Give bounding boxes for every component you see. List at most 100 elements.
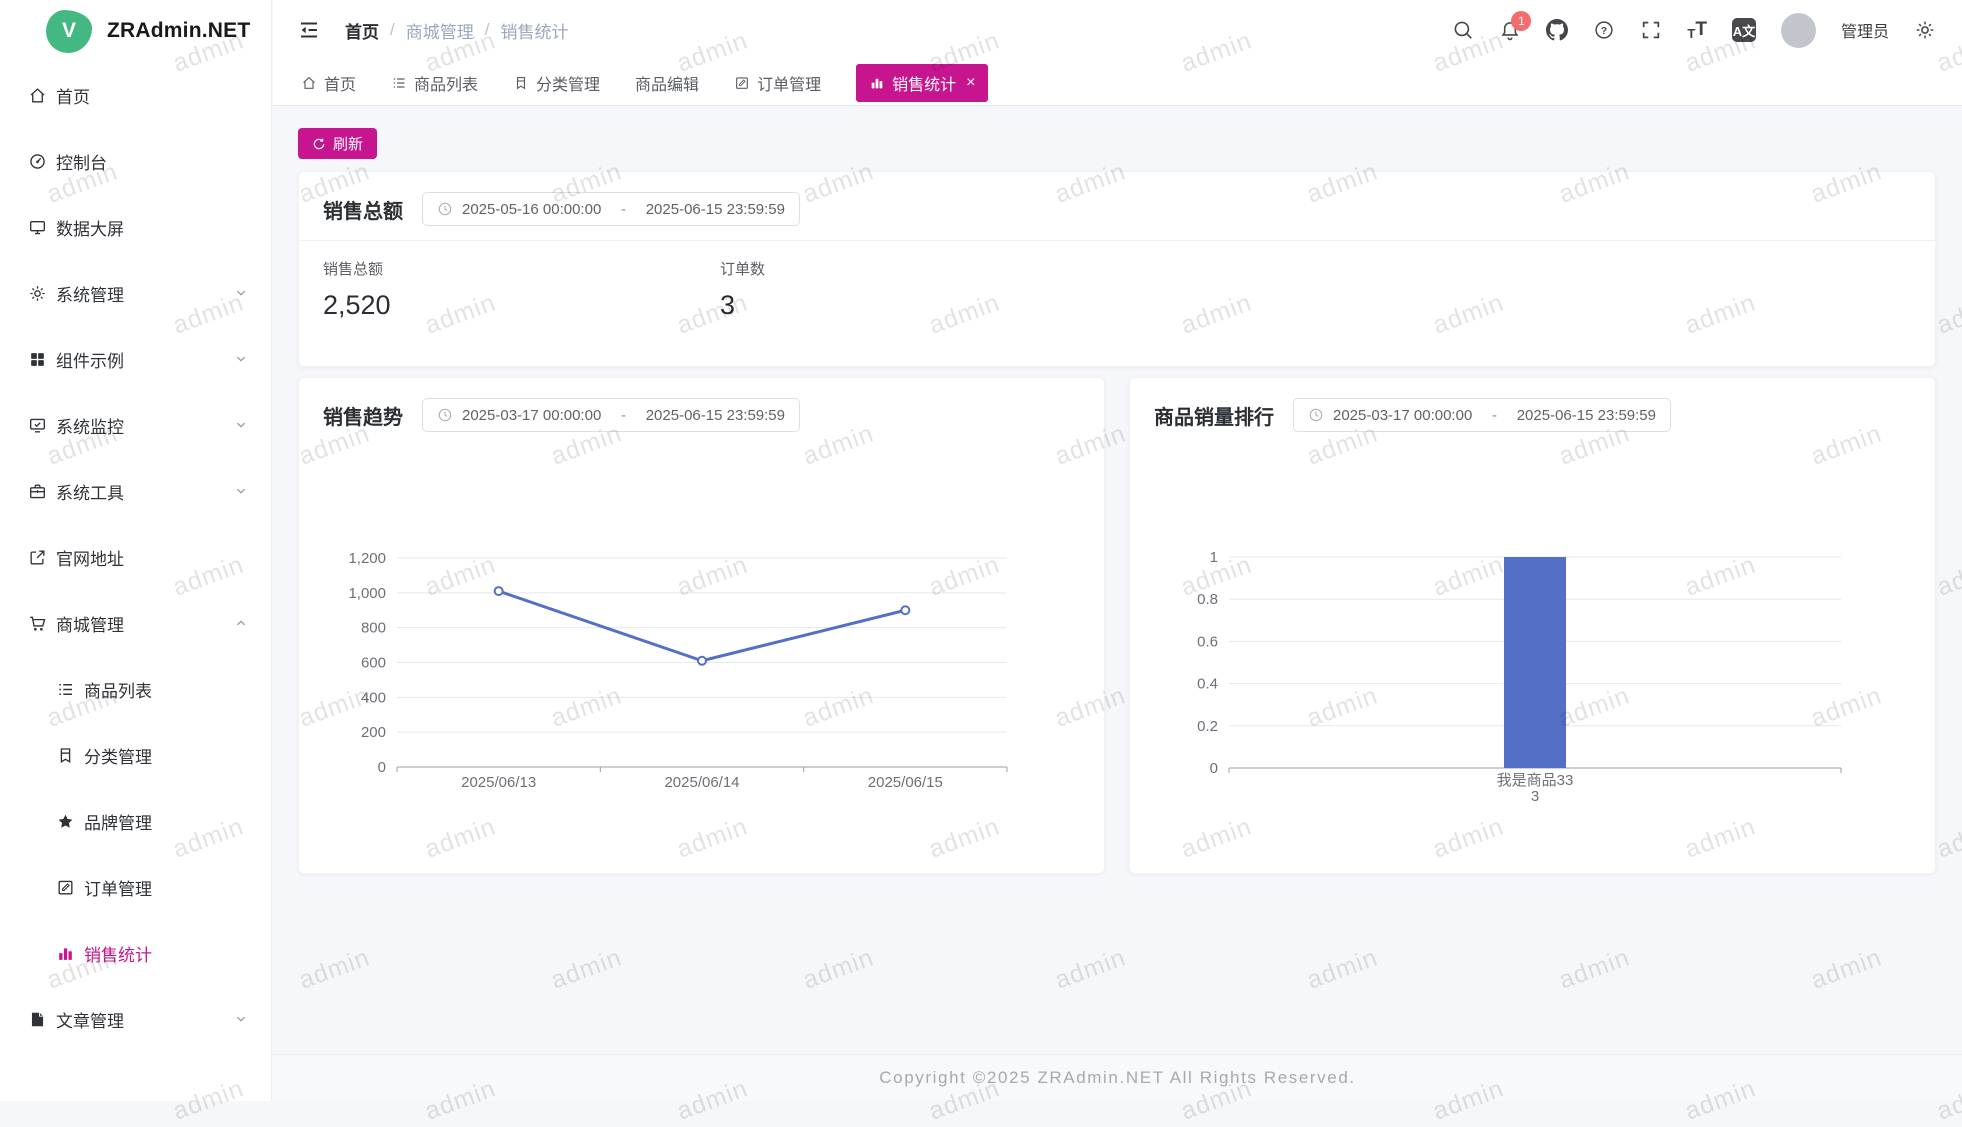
- product-rank-card: 0 0.2 0.4 0.6 0.8 1 我是商品33 3 商品销量排行 2025-03-17 …: [1129, 377, 1936, 874]
- sidebar-item-label: 系统管理: [56, 285, 124, 305]
- chevron-down-icon: [233, 1011, 249, 1027]
- svg-text:3: 3: [1531, 788, 1539, 805]
- svg-text:0: 0: [378, 759, 386, 776]
- chevron-down-icon: [233, 483, 249, 499]
- date-start: 2025-03-17 00:00:00: [462, 406, 602, 424]
- list-icon: [56, 680, 75, 699]
- sidebar-item-label: 文章管理: [56, 1011, 124, 1031]
- tab-首页[interactable]: 首页: [301, 71, 356, 95]
- sidebar-item-label: 系统监控: [56, 417, 124, 437]
- sidebar-item-数据大屏[interactable]: 数据大屏: [0, 194, 271, 260]
- sidebar-item-订单管理[interactable]: 订单管理: [0, 854, 271, 920]
- sidebar-item-首页[interactable]: 首页: [0, 62, 271, 128]
- sidebar-item-品牌管理[interactable]: 品牌管理: [0, 788, 271, 854]
- article-icon: [28, 1010, 47, 1029]
- svg-text:0: 0: [1210, 760, 1218, 777]
- sidebar-item-系统管理[interactable]: 系统管理: [0, 260, 271, 326]
- stat-sales-total: 销售总额 2,520: [323, 258, 720, 321]
- tab-订单管理[interactable]: 订单管理: [734, 71, 821, 95]
- settings-gear-icon[interactable]: [1914, 19, 1936, 41]
- fullscreen-icon[interactable]: [1640, 19, 1662, 41]
- sidebar-item-销售统计[interactable]: 销售统计: [0, 920, 271, 986]
- sales-summary-date-range[interactable]: 2025-05-16 00:00:00 - 2025-06-15 23:59:5…: [422, 192, 800, 226]
- sidebar-item-商城管理[interactable]: 商城管理: [0, 590, 271, 656]
- sidebar-item-label: 品牌管理: [84, 813, 152, 833]
- sidebar-item-分类管理[interactable]: 分类管理: [0, 722, 271, 788]
- app-logo[interactable]: V ZRAdmin.NET: [0, 0, 271, 62]
- date-end: 2025-06-15 23:59:59: [645, 406, 785, 424]
- breadcrumb-home[interactable]: 首页: [345, 22, 379, 42]
- help-icon[interactable]: ?: [1593, 19, 1615, 41]
- product-rank-title: 商品销量排行: [1154, 406, 1274, 429]
- tab-商品列表[interactable]: 商品列表: [391, 71, 478, 95]
- search-icon[interactable]: [1452, 19, 1474, 41]
- user-avatar[interactable]: [1780, 12, 1816, 48]
- breadcrumb-separator: /: [390, 20, 395, 39]
- svg-text:0.2: 0.2: [1197, 718, 1218, 735]
- refresh-button[interactable]: 刷新: [298, 128, 378, 159]
- collapse-sidebar-icon[interactable]: [297, 18, 321, 42]
- divider: [299, 240, 1935, 241]
- svg-text:2025/06/14: 2025/06/14: [664, 774, 739, 791]
- breadcrumb: 首页 / 商城管理 / 销售统计: [345, 18, 568, 43]
- tab-销售统计[interactable]: 销售统计 ×: [856, 63, 989, 102]
- date-separator: -: [1492, 406, 1497, 424]
- breadcrumb-current: 销售统计: [500, 22, 569, 42]
- breadcrumb-separator: /: [484, 20, 490, 39]
- logo-icon: V: [46, 9, 92, 53]
- svg-text:1,000: 1,000: [348, 585, 386, 602]
- sidebar-item-组件示例[interactable]: 组件示例: [0, 326, 271, 392]
- sidebar-item-商品列表[interactable]: 商品列表: [0, 656, 271, 722]
- chevron-down-icon: [233, 285, 249, 301]
- svg-text:我是商品33: 我是商品33: [1497, 772, 1574, 789]
- screen-icon: [28, 218, 47, 237]
- sidebar-item-文章管理[interactable]: 文章管理: [0, 986, 271, 1052]
- notifications-bell-icon[interactable]: 1: [1499, 11, 1532, 41]
- close-icon[interactable]: ×: [966, 73, 976, 91]
- footer: Copyright ©2025 ZRAdmin.NET All Rights R…: [273, 1054, 1962, 1101]
- refresh-label: 刷新: [333, 136, 364, 153]
- sidebar-item-label: 分类管理: [84, 747, 152, 767]
- stat-value: 3: [720, 290, 736, 320]
- date-start: 2025-03-17 00:00:00: [1333, 406, 1473, 424]
- charts-row: 0 200 400 600 800 1,000 1,200 2025/06/13 2025/06…: [298, 377, 1936, 874]
- components-icon: [28, 350, 47, 369]
- sidebar-item-label: 数据大屏: [56, 219, 124, 239]
- date-end: 2025-06-15 23:59:59: [1516, 406, 1656, 424]
- svg-text:2025/06/13: 2025/06/13: [461, 774, 536, 791]
- sidebar-item-官网地址[interactable]: 官网地址: [0, 524, 271, 590]
- sales-trend-title: 销售趋势: [323, 406, 403, 429]
- clock-icon: [1308, 407, 1324, 423]
- sidebar-item-label: 官网地址: [56, 549, 124, 569]
- sales-summary-card: 销售总额 2025-05-16 00:00:00 - 2025-06-15 23…: [298, 171, 1936, 367]
- sales-trend-date-range[interactable]: 2025-03-17 00:00:00 - 2025-06-15 23:59:5…: [422, 398, 800, 432]
- sidebar-item-系统监控[interactable]: 系统监控: [0, 392, 271, 458]
- category-icon: [56, 746, 75, 765]
- product-rank-date-range[interactable]: 2025-03-17 00:00:00 - 2025-06-15 23:59:5…: [1293, 398, 1671, 432]
- language-icon[interactable]: A文: [1731, 18, 1756, 42]
- tab-分类管理[interactable]: 分类管理: [513, 71, 600, 95]
- category-icon: [513, 75, 529, 91]
- home-icon: [28, 86, 47, 105]
- user-name[interactable]: 管理员: [1840, 24, 1889, 41]
- clock-icon: [437, 201, 453, 217]
- dashboard-icon: [28, 152, 47, 171]
- breadcrumb-mall[interactable]: 商城管理: [405, 22, 474, 42]
- sidebar-item-控制台[interactable]: 控制台: [0, 128, 271, 194]
- sidebar-item-label: 系统工具: [56, 483, 124, 503]
- stat-order-count: 订单数 3: [720, 258, 1117, 321]
- order-icon: [56, 878, 75, 897]
- tab-商品编辑[interactable]: 商品编辑: [635, 71, 699, 95]
- sidebar-item-label: 销售统计: [84, 945, 152, 965]
- sidebar: V ZRAdmin.NET 首页 控制台数据大屏系统管理组件示例系统监控系统工具官…: [0, 0, 272, 1101]
- tab-label: 销售统计: [892, 76, 957, 94]
- github-icon[interactable]: [1546, 19, 1569, 41]
- stat-label: 销售总额: [323, 261, 384, 278]
- external-link-icon: [28, 548, 47, 567]
- tools-icon: [28, 482, 47, 501]
- list-icon: [391, 75, 407, 91]
- notification-badge: 1: [1511, 11, 1532, 31]
- sidebar-item-系统工具[interactable]: 系统工具: [0, 458, 271, 524]
